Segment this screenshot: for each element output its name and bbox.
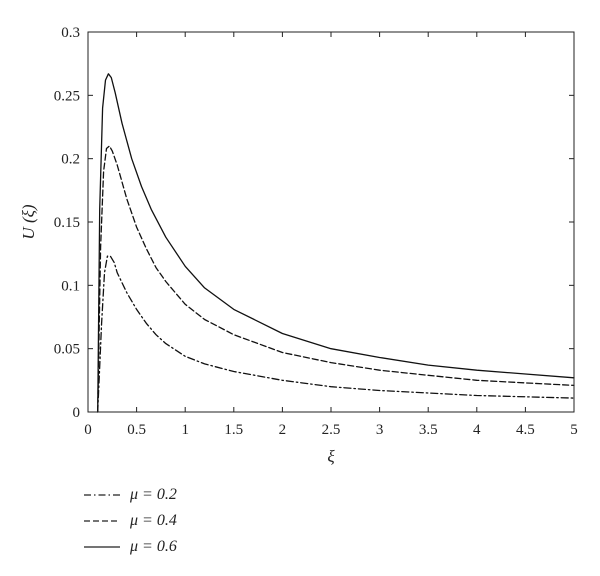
plot-frame (87, 31, 575, 413)
legend-label: μ = 0.6 (130, 538, 177, 555)
y-tick-label: 0.15 (54, 215, 80, 231)
x-tick-label: 4 (473, 422, 481, 438)
x-tick-label: 1.5 (224, 422, 243, 438)
y-tick-label: 0.1 (61, 278, 80, 294)
x-tick-label: 2.5 (322, 422, 341, 438)
legend-swatch-dashed (84, 520, 120, 522)
x-tick-label: 3.5 (419, 422, 438, 438)
legend-label: μ = 0.2 (130, 486, 177, 503)
y-tick-label: 0 (73, 405, 81, 421)
legend-item: μ = 0.6 (84, 534, 177, 560)
x-axis-ticks: 0 0.5 1 1.5 2 2.5 3 3.5 4 4.5 5 (84, 32, 578, 438)
x-tick-label: 4.5 (516, 422, 535, 438)
legend-item: μ = 0.4 (84, 508, 177, 534)
y-axis-title: U (ξ) (19, 204, 38, 239)
x-tick-label: 5 (570, 422, 578, 438)
x-tick-label: 0 (84, 422, 92, 438)
legend-swatch-solid (84, 546, 120, 548)
legend-label: μ = 0.4 (130, 512, 177, 529)
y-tick-label: 0.3 (61, 25, 80, 41)
y-axis-ticks: 0 0.05 0.1 0.15 0.2 0.25 0.3 (54, 25, 574, 421)
y-tick-label: 0.25 (54, 88, 80, 104)
x-axis-title: ξ (327, 447, 335, 466)
x-tick-label: 2 (279, 422, 287, 438)
x-tick-label: 0.5 (127, 422, 146, 438)
legend-item: μ = 0.2 (84, 482, 177, 508)
series-line-dashed (97, 145, 575, 413)
legend-swatch-dashdot (84, 494, 120, 496)
y-tick-label: 0.05 (54, 342, 80, 358)
series-line-dashdot (97, 255, 575, 413)
series-line-solid (97, 73, 575, 413)
x-tick-label: 1 (181, 422, 189, 438)
line-chart: 0 0.05 0.1 0.15 0.2 0.25 0.3 0 0.5 1 1.5 2 2.5 3 3.5 4… (19, 25, 578, 466)
x-tick-label: 3 (376, 422, 384, 438)
y-tick-label: 0.2 (61, 152, 80, 168)
legend: μ = 0.2 μ = 0.4 μ = 0.6 (84, 482, 177, 560)
series-layer (97, 73, 575, 413)
